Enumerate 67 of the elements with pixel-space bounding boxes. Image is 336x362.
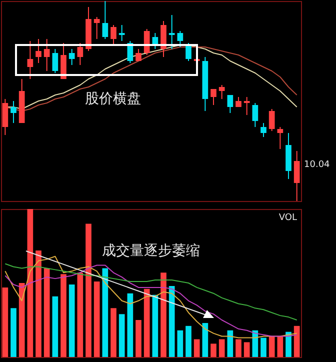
bar (94, 282, 100, 357)
candlestick (127, 40, 134, 64)
bar (144, 288, 150, 357)
candlestick (168, 14, 175, 50)
bar (44, 268, 50, 357)
bar (77, 272, 84, 357)
candlestick (260, 122, 266, 138)
bar (277, 336, 284, 357)
bar (10, 308, 16, 357)
bar (160, 272, 166, 357)
candlestick (244, 96, 250, 116)
candlestick (102, 0, 108, 40)
candlestick (27, 40, 34, 80)
candlestick (160, 20, 166, 58)
bar (236, 339, 242, 357)
candlestick (44, 38, 50, 72)
candlestick (77, 42, 84, 66)
bar (286, 332, 292, 357)
bar (102, 268, 108, 357)
bar (177, 330, 184, 357)
candlestick (118, 24, 125, 42)
bar (186, 326, 192, 357)
candlestick (2, 98, 8, 136)
bar (60, 274, 66, 357)
candlestick (210, 88, 216, 106)
candlestick (10, 100, 16, 124)
candlestick (268, 108, 275, 132)
bar (168, 286, 175, 357)
bar (294, 326, 300, 357)
bar (227, 330, 234, 357)
bar (86, 224, 92, 357)
bar (218, 339, 225, 357)
bar (52, 296, 58, 357)
bar (110, 308, 116, 357)
candlestick (94, 16, 100, 40)
bar (244, 342, 250, 357)
candlestick (277, 126, 284, 150)
candlestick (60, 42, 66, 80)
annotation: 股价横盘 (85, 91, 141, 107)
text: 10.04 (304, 160, 330, 170)
bar (202, 322, 208, 357)
bar (18, 283, 25, 357)
bar (194, 339, 200, 357)
candlestick (177, 30, 184, 48)
bar (118, 314, 125, 357)
bar (68, 284, 75, 357)
annotation: VOL (278, 213, 297, 223)
bar (36, 250, 42, 357)
candlestick (68, 48, 75, 66)
candlestick (52, 48, 58, 74)
candlestick (294, 150, 300, 202)
candlestick (36, 38, 42, 64)
annotation: 成交量逐步萎缩 (102, 243, 200, 259)
candlestick (144, 28, 150, 56)
bar (136, 320, 142, 357)
bar (2, 287, 8, 357)
candlestick (252, 102, 258, 128)
bar (152, 294, 158, 357)
candlestick (218, 84, 225, 100)
bar (268, 336, 275, 357)
bar (27, 209, 34, 357)
candlestick (227, 94, 234, 114)
bar (260, 338, 266, 357)
bar (127, 293, 134, 357)
candlestick (110, 24, 116, 46)
candlestick (186, 42, 192, 62)
bar (210, 344, 216, 357)
